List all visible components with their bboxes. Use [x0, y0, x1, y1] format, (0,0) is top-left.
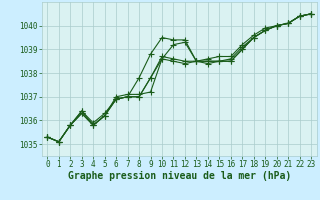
X-axis label: Graphe pression niveau de la mer (hPa): Graphe pression niveau de la mer (hPa) — [68, 171, 291, 181]
